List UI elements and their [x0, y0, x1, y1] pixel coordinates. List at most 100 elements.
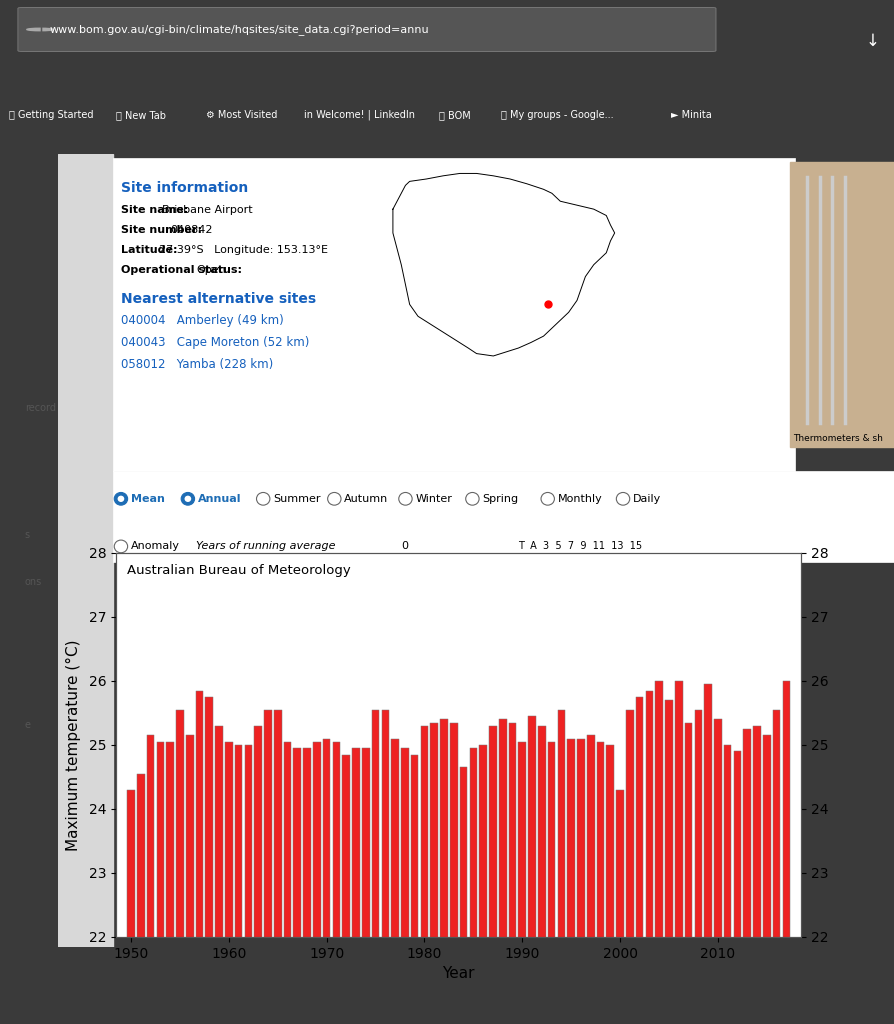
Text: Annual: Annual	[198, 494, 241, 504]
Bar	[567, 738, 574, 1024]
Bar	[557, 710, 565, 1024]
Circle shape	[117, 496, 124, 502]
Text: 🔥 Getting Started: 🔥 Getting Started	[9, 111, 93, 120]
Text: Summer: Summer	[273, 494, 320, 504]
Bar	[645, 690, 653, 1024]
Bar	[753, 726, 760, 1024]
Bar	[723, 745, 730, 1024]
X-axis label: Year: Year	[442, 967, 475, 981]
Bar	[113, 471, 894, 562]
Bar	[58, 154, 113, 947]
Bar	[410, 755, 418, 1024]
Bar	[586, 735, 594, 1024]
Bar	[176, 710, 183, 1024]
Bar	[674, 681, 682, 1024]
Bar	[113, 158, 794, 471]
Bar	[430, 723, 437, 1024]
Text: ↓: ↓	[864, 32, 879, 50]
Bar	[460, 767, 467, 1024]
Bar	[704, 684, 711, 1024]
Text: e: e	[25, 720, 30, 730]
Bar	[654, 681, 662, 1024]
Text: 🔥 New Tab: 🔥 New Tab	[116, 111, 166, 120]
Text: Open: Open	[196, 265, 226, 274]
Bar	[254, 726, 262, 1024]
Text: ⚙ Most Visited: ⚙ Most Visited	[206, 111, 277, 120]
Text: Years of running average: Years of running average	[196, 542, 335, 552]
Text: Site number:: Site number:	[121, 225, 206, 236]
Bar	[196, 690, 203, 1024]
Text: Annual maximum temperature at site 040842 (1950-2017): Annual maximum temperature at site 04084…	[210, 572, 742, 591]
Bar	[313, 741, 320, 1024]
Bar	[664, 700, 672, 1024]
FancyBboxPatch shape	[18, 7, 715, 51]
Bar	[450, 723, 457, 1024]
Text: s: s	[25, 529, 30, 540]
Text: ons: ons	[25, 578, 42, 587]
Circle shape	[114, 493, 128, 505]
Bar	[518, 741, 526, 1024]
Bar	[440, 720, 447, 1024]
Bar	[713, 720, 721, 1024]
Circle shape	[616, 493, 629, 505]
Text: Monthly: Monthly	[557, 494, 602, 504]
Circle shape	[327, 493, 341, 505]
Text: Brisbane Airport: Brisbane Airport	[162, 205, 253, 215]
Text: 040043   Cape Moreton (52 km): 040043 Cape Moreton (52 km)	[121, 336, 309, 349]
Bar	[625, 710, 633, 1024]
Text: Latitude:: Latitude:	[121, 245, 181, 255]
Text: T  A  3  5  7  9  11  13  15: T A 3 5 7 9 11 13 15	[518, 542, 642, 552]
Bar	[186, 735, 193, 1024]
Bar	[635, 697, 643, 1024]
Bar	[498, 720, 506, 1024]
Circle shape	[114, 540, 128, 553]
Text: Spring: Spring	[482, 494, 518, 504]
Bar	[537, 726, 545, 1024]
Bar	[351, 749, 359, 1024]
Bar	[371, 710, 379, 1024]
Text: i: i	[38, 25, 42, 34]
Text: www.bom.gov.au/cgi-bin/climate/hqsites/site_data.cgi?period=annu: www.bom.gov.au/cgi-bin/climate/hqsites/s…	[49, 24, 428, 35]
Bar	[234, 745, 242, 1024]
Bar	[789, 162, 894, 447]
Bar	[156, 741, 164, 1024]
Bar	[733, 752, 740, 1024]
Bar	[762, 735, 770, 1024]
Bar	[606, 745, 613, 1024]
Bar	[264, 710, 272, 1024]
Circle shape	[184, 496, 191, 502]
Bar	[244, 745, 252, 1024]
Bar	[293, 749, 300, 1024]
Bar	[381, 710, 389, 1024]
Bar	[333, 741, 340, 1024]
Text: 0: 0	[401, 541, 408, 551]
Bar	[781, 681, 789, 1024]
Bar	[215, 726, 223, 1024]
Bar	[166, 741, 173, 1024]
Bar	[283, 741, 291, 1024]
Bar	[479, 745, 486, 1024]
Text: in Welcome! | LinkedIn: in Welcome! | LinkedIn	[304, 110, 415, 121]
Bar	[616, 790, 623, 1024]
Bar	[303, 749, 310, 1024]
Text: ► Minita: ► Minita	[670, 111, 712, 120]
Circle shape	[540, 493, 553, 505]
Bar	[137, 774, 145, 1024]
Bar	[577, 738, 584, 1024]
Bar	[127, 790, 135, 1024]
Circle shape	[399, 493, 412, 505]
Circle shape	[181, 493, 194, 505]
Circle shape	[257, 493, 270, 505]
Text: 058012   Yamba (228 km): 058012 Yamba (228 km)	[121, 358, 273, 372]
Text: Nearest alternative sites: Nearest alternative sites	[121, 293, 316, 306]
Bar	[147, 735, 155, 1024]
Bar	[361, 749, 369, 1024]
Bar	[743, 729, 750, 1024]
Bar	[388, 535, 420, 557]
Bar	[694, 710, 702, 1024]
Bar	[206, 697, 213, 1024]
Bar	[516, 549, 650, 555]
Text: 👤 My groups - Google...: 👤 My groups - Google...	[501, 111, 613, 120]
Bar	[684, 723, 692, 1024]
Text: Site name:: Site name:	[121, 205, 192, 215]
